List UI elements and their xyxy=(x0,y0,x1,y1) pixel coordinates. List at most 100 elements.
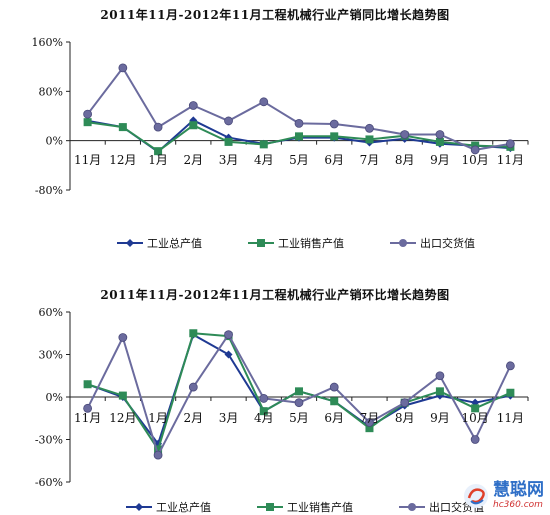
data-point xyxy=(295,132,303,141)
x-tick-label: 12月 xyxy=(109,411,136,425)
data-point xyxy=(154,147,163,156)
data-point xyxy=(435,137,444,146)
data-point xyxy=(471,404,480,413)
square-marker-icon xyxy=(248,239,274,247)
x-tick-label: 1月 xyxy=(148,411,168,425)
data-point xyxy=(153,122,163,132)
data-point xyxy=(294,119,304,128)
data-point xyxy=(295,387,303,396)
legend-item-sales-output: 工业销售产值 xyxy=(248,235,344,251)
data-point xyxy=(400,130,410,139)
x-tick-label: 5月 xyxy=(289,411,309,425)
circle-marker-icon xyxy=(399,503,425,511)
yoy-legend: 工业总产值 工业销售产值 出口交货值 xyxy=(117,235,475,251)
x-tick-label: 1月 xyxy=(148,153,168,167)
x-tick-label: 10月 xyxy=(462,411,489,425)
data-point xyxy=(470,435,480,444)
legend-label: 出口交货值 xyxy=(420,237,475,250)
data-point xyxy=(259,407,268,416)
diamond-marker-icon xyxy=(117,239,143,247)
x-tick-label: 9月 xyxy=(430,411,450,425)
data-point xyxy=(294,398,304,408)
x-tick-label: 4月 xyxy=(254,153,274,167)
mom-line-chart: 60% 30% 0% -30% -60% 11月 12月 1月 2月 3月 4月 5月 6月 7月 8月 9月… xyxy=(35,306,529,489)
x-tick-label: 8月 xyxy=(395,153,415,167)
data-point xyxy=(154,445,163,454)
x-tick-label: 11月 xyxy=(74,411,101,425)
data-point xyxy=(435,130,445,139)
legend-item-sales-output: 工业销售产值 xyxy=(257,499,353,515)
x-tick-label: 12月 xyxy=(109,153,136,167)
yoy-line-chart: 160% 80% 0% -80% 11月 12月 1月 2月 3月 4月 5月 6月 7月 8月 9月 10月… xyxy=(32,36,529,197)
x-tick-label: 9月 xyxy=(430,153,450,167)
mom-chart-title: 2011年11月-2012年11月工程机械行业产销环比增长趋势图 xyxy=(100,288,450,302)
y-tick-label: -30% xyxy=(35,434,63,447)
data-point xyxy=(470,145,480,155)
data-point xyxy=(259,140,268,149)
data-point xyxy=(224,330,233,340)
data-point xyxy=(83,118,92,127)
x-tick-label: 6月 xyxy=(324,411,344,425)
data-point xyxy=(188,101,198,110)
x-tick-label: 2月 xyxy=(183,153,203,167)
data-point xyxy=(118,63,128,73)
legend-label: 工业销售产值 xyxy=(278,237,344,250)
x-tick-label: 3月 xyxy=(219,411,239,425)
data-point xyxy=(365,123,374,133)
data-point xyxy=(224,116,233,126)
data-point xyxy=(259,97,269,107)
y-tick-label: 0% xyxy=(46,391,63,404)
data-point xyxy=(505,361,515,371)
data-point xyxy=(259,394,269,403)
y-tick-label: 160% xyxy=(32,36,63,49)
data-point xyxy=(83,380,92,389)
x-tick-label: 7月 xyxy=(360,411,380,425)
mom-legend: 工业总产值 工业销售产值 出口交货值 xyxy=(126,499,484,515)
y-tick-label: 80% xyxy=(39,85,63,98)
data-point xyxy=(329,382,339,392)
legend-label: 工业总产值 xyxy=(147,237,202,250)
x-tick-label: 7月 xyxy=(360,153,380,167)
x-tick-label: 2月 xyxy=(183,411,203,425)
yoy-chart-title: 2011年11月-2012年11月工程机械行业产销同比增长趋势图 xyxy=(100,8,450,22)
data-point xyxy=(365,418,374,427)
diamond-marker-icon xyxy=(126,503,152,511)
y-tick-label: 0% xyxy=(46,135,63,148)
circle-marker-icon xyxy=(390,239,416,247)
watermark-name: 慧聪网 xyxy=(493,480,544,500)
square-marker-icon xyxy=(257,503,283,511)
y-tick-label: -60% xyxy=(35,476,63,489)
data-point xyxy=(224,137,233,146)
mom-chart-panel: 2011年11月-2012年11月工程机械行业产销环比增长趋势图 60% 30% 0… xyxy=(0,282,550,514)
legend-item-total-output: 工业总产值 xyxy=(126,499,211,515)
data-point xyxy=(83,403,93,413)
x-tick-label: 10月 xyxy=(462,153,489,167)
data-point xyxy=(188,382,198,392)
data-point xyxy=(435,371,445,381)
data-point xyxy=(118,123,127,132)
data-point xyxy=(329,119,339,129)
data-point xyxy=(505,139,515,149)
data-point xyxy=(365,424,374,433)
legend-item-total-output: 工业总产值 xyxy=(117,235,202,251)
x-tick-label: 11月 xyxy=(74,153,101,167)
y-tick-label: 30% xyxy=(39,349,63,362)
x-tick-label: 3月 xyxy=(219,153,239,167)
data-point xyxy=(435,387,444,396)
data-point xyxy=(365,135,374,144)
brand-swirl-icon xyxy=(464,484,488,508)
data-point xyxy=(189,329,198,338)
data-point xyxy=(118,391,127,400)
x-tick-label: 6月 xyxy=(324,153,344,167)
watermark-logo: 慧聪网 hc360.com xyxy=(463,482,544,510)
x-tick-label: 4月 xyxy=(254,411,274,425)
data-point xyxy=(506,388,515,397)
data-point xyxy=(330,397,339,406)
data-point xyxy=(330,132,339,141)
y-tick-label: 60% xyxy=(39,306,63,319)
x-tick-label: 8月 xyxy=(395,411,415,425)
legend-label: 工业总产值 xyxy=(156,501,211,514)
watermark-url: hc360.com xyxy=(493,500,543,510)
x-tick-label: 5月 xyxy=(289,153,309,167)
x-tick-label: 11月 xyxy=(497,411,524,425)
